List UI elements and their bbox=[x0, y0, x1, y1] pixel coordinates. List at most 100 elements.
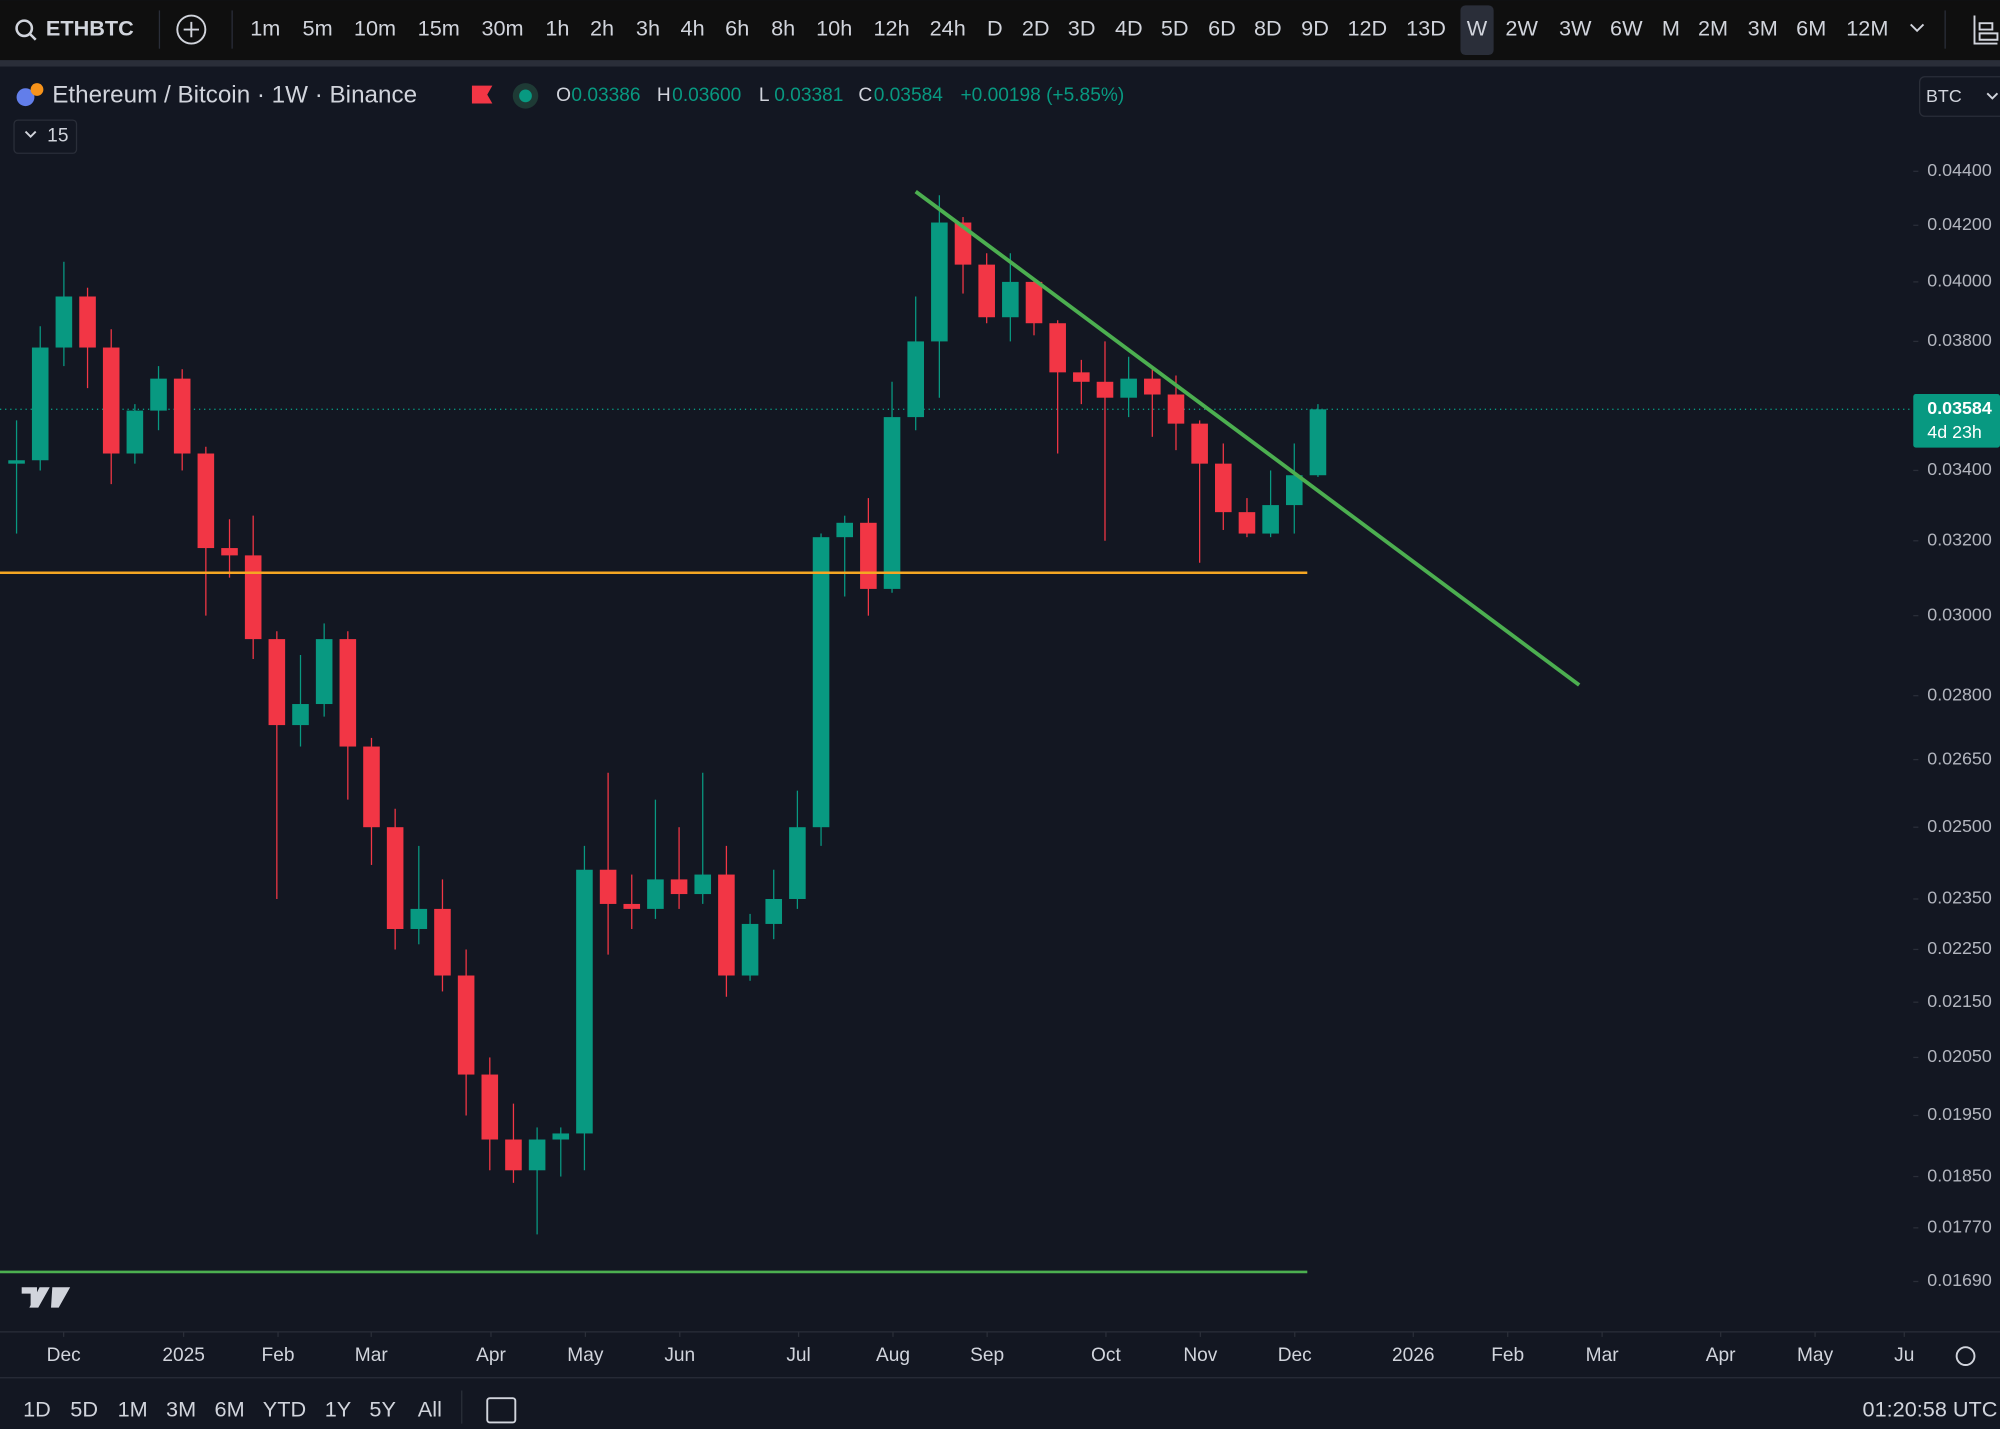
candle-body bbox=[292, 704, 309, 726]
range-button[interactable]: All bbox=[418, 1397, 442, 1422]
x-tick-label: Mar bbox=[355, 1345, 389, 1366]
timeframe[interactable]: 12M bbox=[1846, 15, 1888, 40]
candle-body bbox=[1191, 423, 1208, 464]
x-tick-label: Dec bbox=[1278, 1345, 1312, 1366]
timeframe[interactable]: 3M bbox=[1748, 15, 1778, 40]
timeframe[interactable]: 5m bbox=[303, 15, 333, 40]
y-tick-label: 0.02500 bbox=[1927, 816, 1992, 836]
ohlc-value: 0.03386 bbox=[571, 85, 640, 106]
candle-body bbox=[978, 264, 995, 318]
candle-body bbox=[410, 908, 428, 929]
timeframe[interactable]: 3W bbox=[1559, 15, 1592, 40]
timeframe[interactable]: 9D bbox=[1301, 15, 1329, 40]
timeframe[interactable]: 1m bbox=[250, 15, 280, 40]
candle-body bbox=[457, 975, 475, 1075]
candle-body bbox=[836, 522, 854, 538]
range-button[interactable]: 1D bbox=[23, 1397, 51, 1422]
timeframe[interactable]: 10m bbox=[354, 15, 396, 40]
timeframe[interactable]: D bbox=[987, 15, 1003, 40]
candle-body bbox=[907, 341, 924, 418]
ohlc-key: C bbox=[858, 85, 872, 106]
date-range-icon[interactable] bbox=[486, 1397, 517, 1424]
candle-body bbox=[670, 879, 688, 895]
timeframe[interactable]: 4h bbox=[681, 15, 705, 40]
ohlc-value: 0.03600 bbox=[672, 85, 741, 106]
timeframe[interactable]: 3h bbox=[636, 15, 660, 40]
candle-body bbox=[552, 1133, 570, 1140]
timeframe[interactable]: 2D bbox=[1022, 15, 1050, 40]
candle-body bbox=[528, 1139, 546, 1171]
y-tick-label: 0.04000 bbox=[1927, 271, 1992, 291]
add-icon bbox=[183, 21, 199, 38]
timeframe[interactable]: 13D bbox=[1406, 15, 1446, 40]
timeframe[interactable]: 6W bbox=[1610, 15, 1643, 40]
candle-body bbox=[741, 923, 759, 976]
timeframe[interactable]: 10h bbox=[816, 15, 852, 40]
currency: BTC bbox=[1926, 86, 1962, 106]
y-tick-label: 0.04400 bbox=[1927, 160, 1992, 180]
candle-body bbox=[954, 222, 972, 265]
range-button[interactable]: 1M bbox=[118, 1397, 148, 1422]
timeframe[interactable]: 2M bbox=[1698, 15, 1728, 40]
top-toolbar bbox=[0, 0, 2000, 61]
timeframe[interactable]: W bbox=[1467, 15, 1488, 40]
x-tick-label: 2026 bbox=[1392, 1345, 1435, 1366]
candle-body bbox=[1309, 409, 1327, 476]
timeframe[interactable]: 12D bbox=[1347, 15, 1387, 40]
add-symbol[interactable] bbox=[176, 14, 207, 45]
chart-title: Ethereum / Bitcoin · 1W · Binance bbox=[52, 81, 417, 108]
layout-icon[interactable] bbox=[1973, 15, 1999, 45]
range-button[interactable]: 3M bbox=[166, 1397, 196, 1422]
candle-body bbox=[1262, 505, 1279, 534]
candle-body bbox=[1096, 381, 1114, 398]
indicators-toggle[interactable] bbox=[13, 119, 78, 154]
range-button[interactable]: 5D bbox=[70, 1397, 98, 1422]
timeframe[interactable]: 8h bbox=[771, 15, 795, 40]
y-tick-label: 0.02800 bbox=[1927, 684, 1992, 704]
timeframe[interactable]: 15m bbox=[418, 15, 460, 40]
x-tick-label: Mar bbox=[1586, 1345, 1620, 1366]
candle-body bbox=[1215, 463, 1232, 513]
ohlc-key: O bbox=[556, 85, 571, 106]
search-icon[interactable] bbox=[15, 19, 34, 38]
candle-body bbox=[1002, 281, 1019, 318]
toolbar-separator bbox=[0, 60, 2000, 67]
timeframe[interactable]: 6h bbox=[725, 15, 749, 40]
x-tick-label: May bbox=[1797, 1345, 1834, 1366]
timeframe[interactable]: 24h bbox=[930, 15, 966, 40]
flag[interactable] bbox=[471, 85, 493, 104]
candle-body bbox=[363, 746, 380, 828]
timeframe[interactable]: 6D bbox=[1208, 15, 1236, 40]
x-tick-label: Apr bbox=[476, 1345, 506, 1366]
tv-logo bbox=[21, 1287, 71, 1308]
range-button[interactable]: YTD bbox=[263, 1397, 306, 1422]
candle-body bbox=[1285, 475, 1303, 506]
timeframe[interactable]: 6M bbox=[1796, 15, 1826, 40]
candle-body bbox=[55, 296, 73, 348]
timeframe[interactable]: 8D bbox=[1254, 15, 1282, 40]
symbol[interactable]: ETHBTC bbox=[46, 15, 134, 40]
timeframe[interactable]: 1h bbox=[545, 15, 569, 40]
timeframe[interactable]: 2h bbox=[590, 15, 614, 40]
range-button[interactable]: 5Y bbox=[369, 1397, 396, 1422]
candle-body bbox=[173, 378, 191, 454]
candle-body bbox=[789, 827, 806, 899]
timeframe[interactable]: 4D bbox=[1115, 15, 1143, 40]
range-button[interactable]: 6M bbox=[215, 1397, 245, 1422]
settings-icon[interactable] bbox=[1955, 1346, 1976, 1366]
timeframe[interactable]: 12h bbox=[873, 15, 909, 40]
currency-select[interactable] bbox=[1919, 76, 2000, 117]
timeframe[interactable]: M bbox=[1662, 15, 1680, 40]
timeframe[interactable]: 2W bbox=[1505, 15, 1538, 40]
y-tick-label: 0.02050 bbox=[1927, 1046, 1992, 1066]
x-tick-label: Aug bbox=[876, 1345, 910, 1366]
ohlc-value: 0.03584 bbox=[874, 85, 943, 106]
timeframe[interactable]: 3D bbox=[1068, 15, 1096, 40]
drawing-line bbox=[914, 189, 1581, 687]
range-button[interactable]: 1Y bbox=[325, 1397, 352, 1422]
timeframe[interactable]: 5D bbox=[1161, 15, 1189, 40]
candle-body bbox=[812, 537, 830, 828]
timeframe[interactable]: 30m bbox=[481, 15, 523, 40]
more-timeframes[interactable] bbox=[1910, 23, 1925, 33]
x-tick-label: Oct bbox=[1091, 1345, 1121, 1366]
